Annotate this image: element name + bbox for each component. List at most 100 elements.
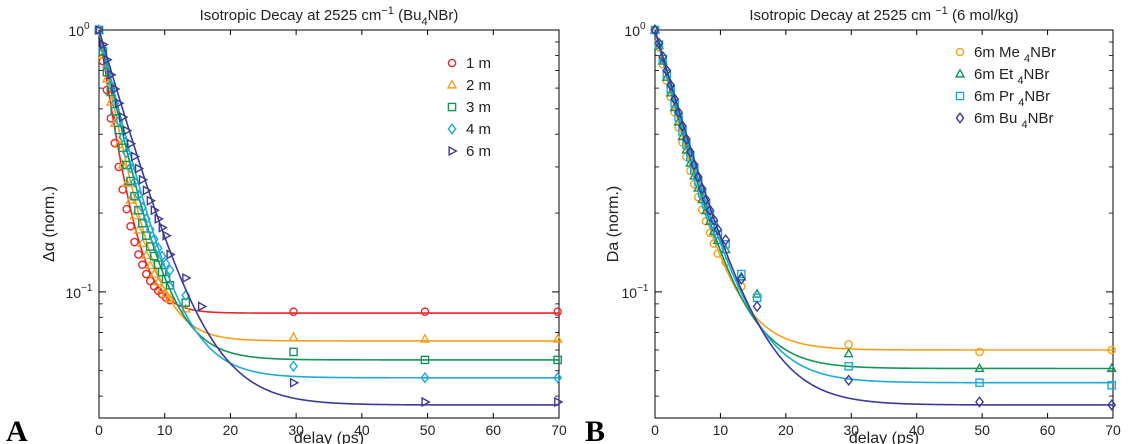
data-point (95, 24, 105, 36)
x-tick-label: 60 (1040, 422, 1056, 438)
data-point (974, 362, 985, 373)
data-point (152, 276, 164, 286)
panel-letter: A (6, 415, 28, 444)
data-point (289, 360, 298, 373)
y-axis-label: Δα (norm.) (41, 186, 58, 262)
data-point (844, 361, 853, 371)
data-point (975, 347, 984, 357)
data-point (130, 176, 139, 188)
legend-entry: 3 m (466, 99, 491, 116)
x-tick-label: 20 (223, 422, 239, 438)
data-point (149, 233, 159, 245)
data-point (650, 24, 660, 36)
data-point (709, 214, 719, 226)
data-point (145, 259, 156, 270)
chart-title: Isotropic Decay at 2525 cm −1 (6 mol/kg) (749, 5, 1018, 24)
data-point (701, 193, 711, 206)
legend-entry: 6 m (466, 143, 491, 160)
x-tick-label: 40 (909, 422, 925, 438)
series-4 (650, 24, 1117, 411)
fit-curve (654, 29, 1113, 370)
data-point (844, 374, 854, 387)
x-tick-label: 20 (778, 422, 794, 438)
data-point (674, 106, 684, 119)
data-point (119, 111, 129, 123)
data-point (126, 161, 136, 174)
data-point (156, 282, 168, 293)
y-tick-label: 10−1 (622, 283, 649, 301)
data-point (693, 171, 703, 183)
fit-curve (98, 29, 559, 379)
data-point (126, 138, 137, 149)
data-point (122, 146, 132, 159)
data-point (1107, 345, 1116, 355)
data-point (133, 224, 144, 234)
fit-curve (98, 29, 559, 342)
data-point (721, 239, 730, 249)
x-tick-label: 30 (843, 422, 859, 438)
panel-letter: B (585, 415, 605, 444)
data-point (145, 242, 155, 251)
series-4 (94, 24, 563, 384)
legend-marker (955, 91, 965, 101)
data-point (118, 131, 128, 143)
data-point (130, 237, 139, 247)
data-point (130, 151, 141, 162)
x-tick-label: 60 (485, 422, 501, 438)
x-tick-label: 70 (551, 422, 567, 438)
data-point (713, 223, 723, 236)
x-axis-label: delay (ps) (294, 430, 364, 444)
data-point (289, 307, 298, 317)
data-point (162, 230, 172, 241)
y-tick-label: 10−1 (66, 283, 93, 301)
data-point (142, 185, 153, 196)
data-point (121, 177, 132, 187)
legend-entry: 6m Et 4NBr (974, 66, 1049, 87)
data-point (553, 371, 563, 384)
legend-entry: 2 m (466, 77, 491, 94)
data-point (161, 257, 171, 270)
data-point (123, 125, 133, 136)
data-point (689, 158, 699, 171)
legend-marker (955, 47, 965, 57)
data-point (685, 146, 695, 158)
data-point (133, 189, 143, 202)
legend-marker (447, 102, 457, 112)
data-point (737, 269, 746, 279)
data-point (419, 333, 431, 343)
data-point (138, 174, 149, 185)
data-point (141, 213, 151, 225)
x-tick-label: 0 (651, 422, 659, 438)
x-tick-label: 50 (420, 422, 436, 438)
data-point (111, 83, 121, 95)
data-point (118, 185, 127, 194)
data-point (157, 250, 167, 262)
data-point (154, 213, 164, 225)
legend-marker (954, 68, 966, 78)
data-point (552, 333, 563, 343)
data-point (674, 112, 683, 122)
data-point (107, 69, 117, 80)
legend-entry: 1 m (466, 55, 491, 72)
data-point (421, 396, 431, 408)
fit-curve (98, 29, 559, 361)
legend-marker (955, 112, 965, 124)
data-point (844, 340, 853, 349)
fit-curve (98, 29, 559, 314)
data-point (106, 79, 116, 92)
data-point (975, 396, 985, 408)
fit-curve (654, 29, 1113, 351)
data-point (122, 204, 131, 214)
chart-title: Isotropic Decay at 2525 cm−1 (Bu4NBr) (200, 5, 459, 28)
data-point (153, 242, 163, 254)
data-point (658, 50, 668, 63)
data-point (134, 205, 143, 215)
data-point (103, 54, 113, 65)
data-point (677, 120, 687, 132)
data-point (289, 347, 298, 357)
data-point (164, 293, 176, 303)
data-point (843, 348, 854, 358)
data-point (115, 98, 125, 109)
data-point (130, 191, 139, 201)
data-point (126, 222, 135, 231)
